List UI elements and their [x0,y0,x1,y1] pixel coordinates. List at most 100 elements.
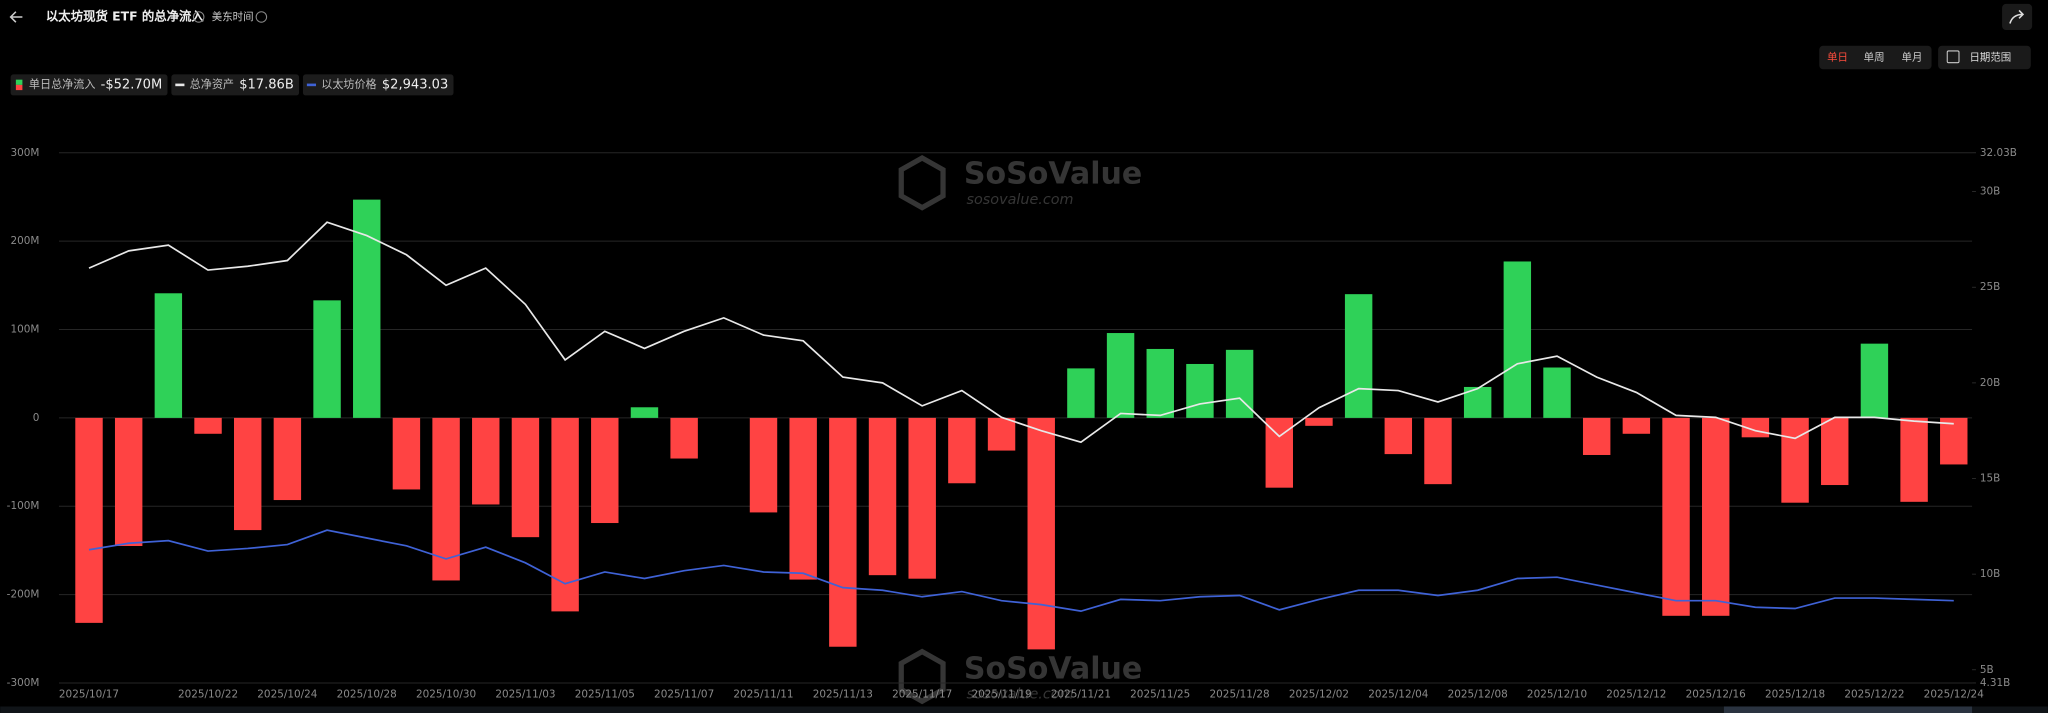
bar [273,417,302,501]
legend-item: 单日总净流入 -$52.70M [10,74,168,96]
bar [432,417,460,581]
watermark-name: SoSoValue [964,156,1142,191]
y-tick-label: -100M [7,500,40,512]
legend-value: -$52.70M [101,77,163,92]
x-tick-label: 2025/12/16 [1686,689,1746,701]
back-button[interactable] [9,11,23,23]
y2-tick-label: 10B [1980,568,2000,580]
bar [1900,417,1928,502]
page-title: 以太坊现货 ETF 的总净流入 [46,8,205,23]
legend-label: 总净资产 [190,77,234,91]
bar [392,417,421,490]
watermark-site: sosovalue.com [967,192,1074,208]
bar [948,417,976,484]
bar [1662,417,1690,616]
bar [1384,417,1413,455]
bar [670,417,698,459]
bar [908,417,936,579]
x-tick-label: 2025/12/02 [1289,689,1349,701]
line [88,221,1954,444]
legend-label: 单日总净流入 [29,77,95,91]
y2-tick-label: 32.03B [1980,147,2017,159]
bar [789,417,817,580]
x-tick-label: 2025/11/07 [654,689,714,701]
date-range-label: 日期范围 [1969,50,2011,63]
bar [1305,417,1333,426]
date-range-button[interactable] [1938,45,2031,70]
x-tick-label: 2025/11/13 [813,689,873,701]
bar [1702,417,1730,616]
bar [75,417,103,623]
period-button[interactable]: 单周 [1864,51,1885,63]
info-icon[interactable] [255,11,268,23]
x-tick-label: 2025/11/21 [1051,689,1111,701]
scrollbar-track [0,706,2048,713]
x-tick-label: 2025/12/08 [1448,689,1508,701]
y-tick-label: 0 [33,412,40,424]
y2-tick-label: 20B [1980,377,2000,389]
x-tick-label: 2025/11/03 [495,689,555,701]
timezone: 美东时间 [212,10,254,23]
y-tick-label: 300M [10,147,39,159]
legend-chip [10,74,168,96]
bar [1860,343,1889,418]
bar [511,417,540,538]
bar [1821,417,1849,486]
bar [987,417,1016,451]
bar [1106,333,1135,418]
legend-item: 总净资产 $17.86B [171,74,300,96]
legend-value: $17.86B [239,77,294,92]
period-group [1819,45,1932,70]
share-button[interactable] [2002,3,2033,31]
bar [313,300,341,418]
bar [1146,348,1174,418]
bar [114,417,143,547]
bar [1940,417,1968,465]
watermark-logo [898,648,946,705]
y-tick-label: -200M [7,589,40,601]
period-button[interactable]: 单日 [1827,51,1848,63]
watermark-site: sosovalue.com [967,687,1074,703]
x-tick-label: 2025/10/28 [337,689,397,701]
x-tick-label: 2025/12/22 [1844,689,1904,701]
line [88,529,1954,613]
bar [829,417,857,647]
y-tick-label: -300M [7,677,40,689]
x-tick-label: 2025/11/05 [575,689,635,701]
y2-tick-label: 5B [1980,664,1994,676]
legend-item: 以太坊价格 $2,943.03 [302,74,454,96]
bar [1622,417,1651,434]
bar [194,417,222,434]
bar [1543,367,1571,418]
x-tick-label: 2025/10/17 [59,689,119,701]
bar [1067,368,1095,418]
bar [1265,417,1293,488]
bar [551,417,579,612]
legend-label: 以太坊价格 [321,77,376,91]
y-tick-label: 100M [10,324,39,336]
calendar-icon [1946,50,1960,64]
scrollbar-thumb[interactable] [1723,706,1973,713]
bar [1781,417,1809,503]
legend-swatch [15,84,23,91]
bar [472,417,500,505]
x-tick-label: 2025/11/17 [892,689,952,701]
x-tick-label: 2025/10/24 [257,689,318,701]
info-icon[interactable] [192,11,205,23]
x-tick-label: 2025/12/04 [1368,689,1429,701]
y2-tick-label: 4.31B [1980,677,2010,689]
x-tick-label: 2025/11/28 [1210,689,1270,701]
bar [233,417,262,531]
watermark: SoSoValue sosovalue.com SoSoValue sosova… [898,155,1142,705]
x-tick-label: 2025/11/19 [971,689,1031,701]
x-tick-label: 2025/11/25 [1130,689,1190,701]
x-tick-label: 2025/10/22 [178,689,238,701]
bar [1344,294,1373,418]
x-tick-label: 2025/12/24 [1924,689,1985,701]
watermark-logo [898,155,946,211]
period-button[interactable]: 单月 [1902,51,1923,63]
x-tick-label: 2025/12/10 [1527,689,1587,701]
bar [591,417,619,524]
